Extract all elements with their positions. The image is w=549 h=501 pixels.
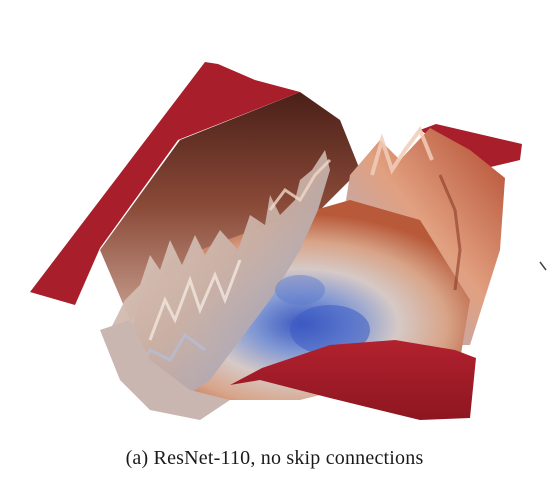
left-red-edge [30, 62, 300, 305]
figure-caption: (a) ResNet-110, no skip connections [125, 447, 424, 469]
front-red-edge [230, 340, 476, 420]
left-ridges [110, 150, 330, 400]
loss-surface-3d [30, 62, 547, 420]
lower-left-surface [100, 320, 230, 420]
right-red-edge [420, 124, 522, 170]
